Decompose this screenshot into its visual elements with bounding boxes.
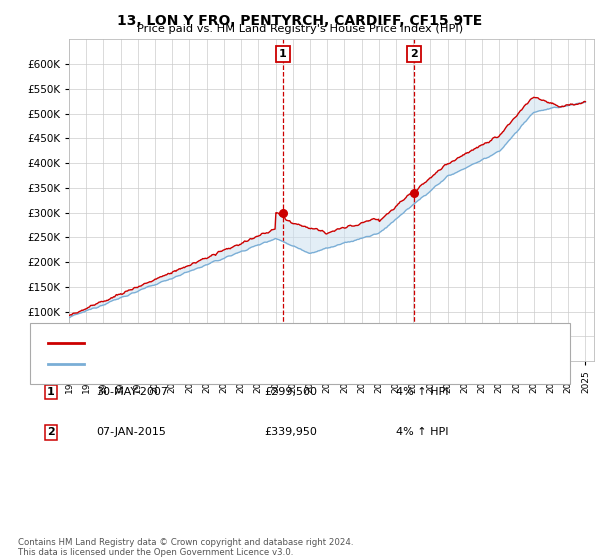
Text: 4% ↑ HPI: 4% ↑ HPI <box>396 387 448 397</box>
Text: 1: 1 <box>279 49 287 59</box>
Text: HPI: Average price, detached house, Cardiff: HPI: Average price, detached house, Card… <box>93 359 321 369</box>
Text: 07-JAN-2015: 07-JAN-2015 <box>96 427 166 437</box>
Text: 30-MAY-2007: 30-MAY-2007 <box>96 387 168 397</box>
Text: £299,500: £299,500 <box>264 387 317 397</box>
Text: 4% ↑ HPI: 4% ↑ HPI <box>396 427 448 437</box>
Text: Price paid vs. HM Land Registry's House Price Index (HPI): Price paid vs. HM Land Registry's House … <box>137 24 463 34</box>
Text: 2: 2 <box>410 49 418 59</box>
Text: 13, LON Y FRO, PENTYRCH, CARDIFF, CF15 9TE (detached house): 13, LON Y FRO, PENTYRCH, CARDIFF, CF15 9… <box>93 338 431 348</box>
Text: Contains HM Land Registry data © Crown copyright and database right 2024.
This d: Contains HM Land Registry data © Crown c… <box>18 538 353 557</box>
Text: 1: 1 <box>47 387 55 397</box>
Text: 13, LON Y FRO, PENTYRCH, CARDIFF, CF15 9TE: 13, LON Y FRO, PENTYRCH, CARDIFF, CF15 9… <box>118 14 482 28</box>
Text: 2: 2 <box>47 427 55 437</box>
Text: £339,950: £339,950 <box>264 427 317 437</box>
